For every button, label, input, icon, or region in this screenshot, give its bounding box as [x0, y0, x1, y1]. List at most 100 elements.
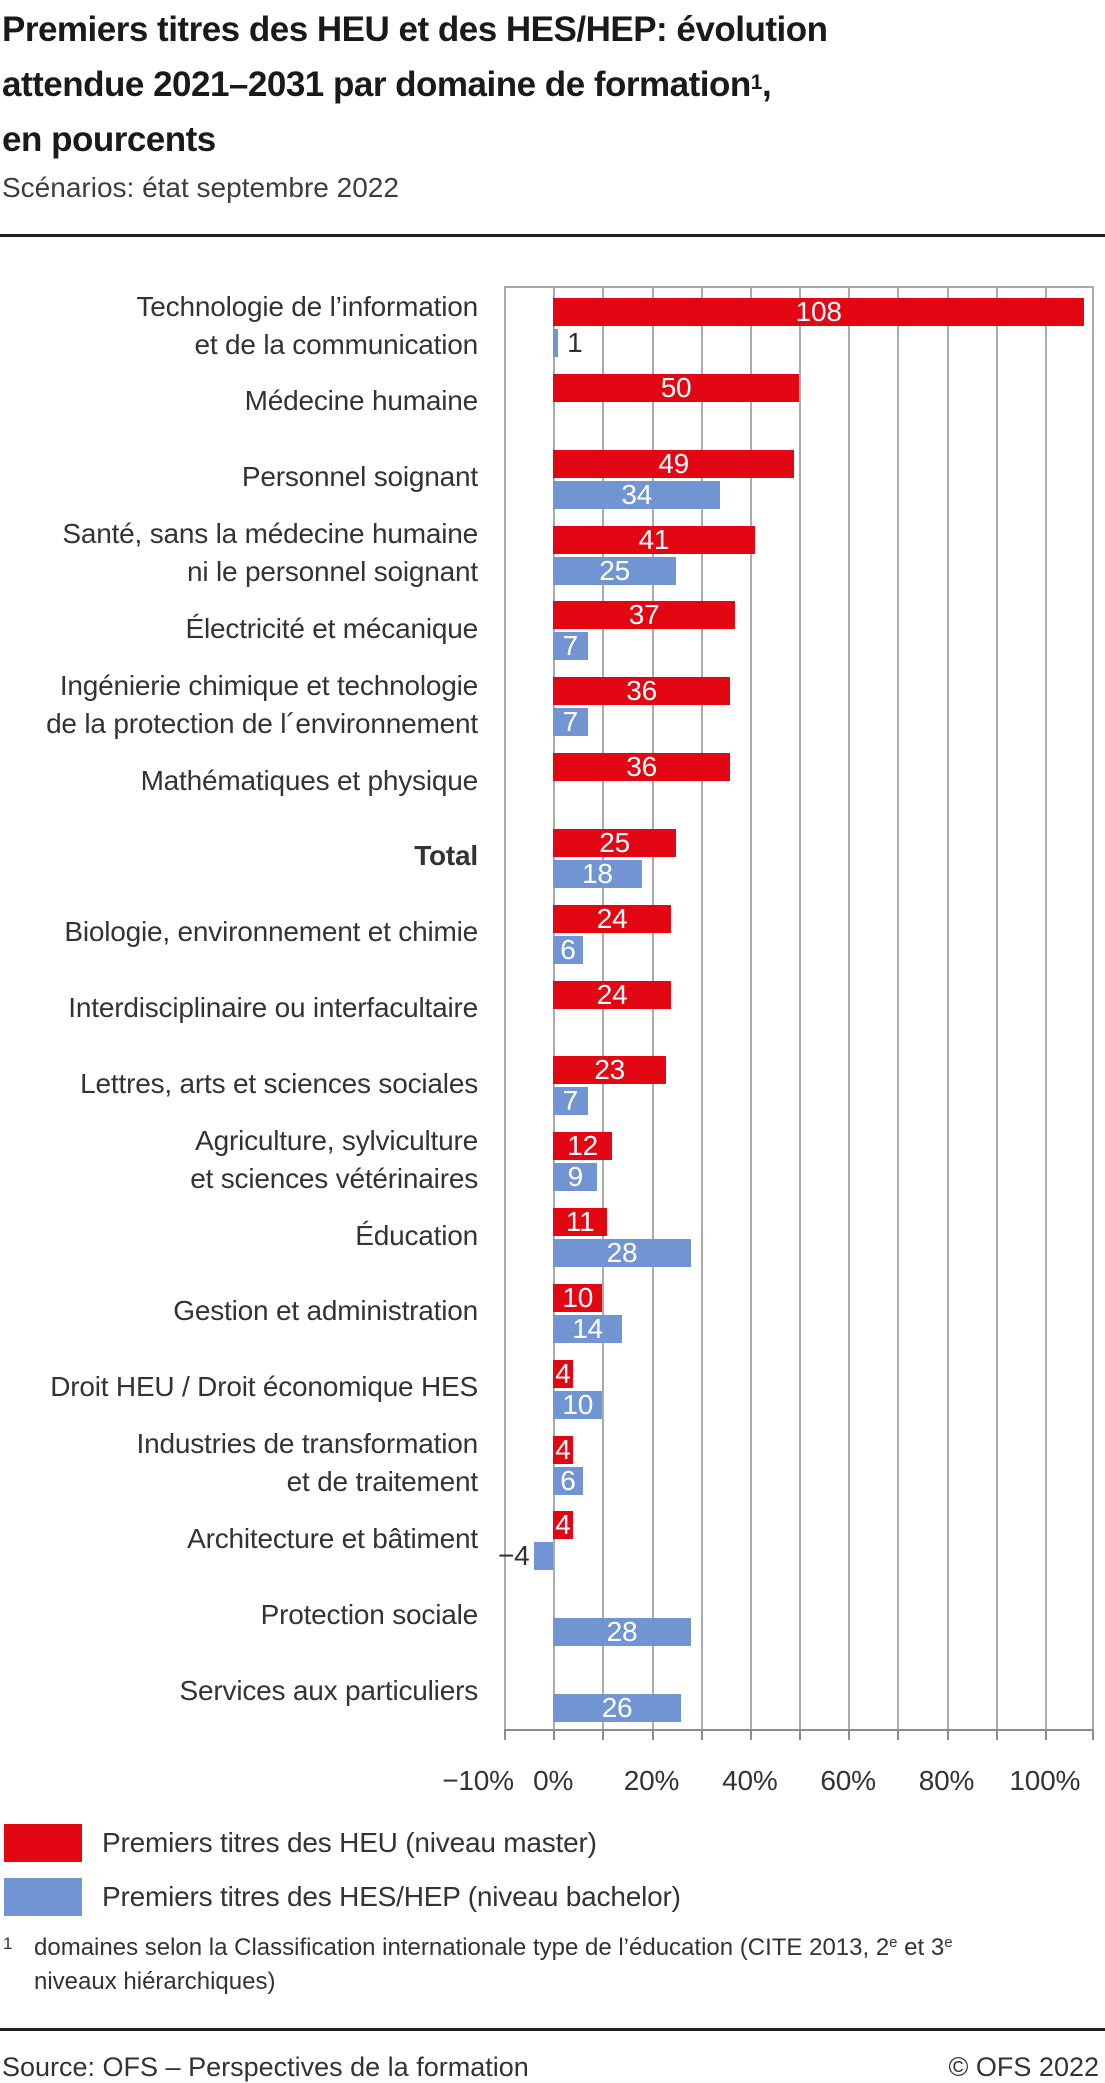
axis-tick	[799, 1731, 801, 1740]
bar-heu: 36	[553, 753, 731, 782]
category-label: Architecture et bâtiment	[187, 1522, 478, 1554]
legend-label-hes: Premiers titres des HES/HEP (niveau bach…	[102, 1881, 681, 1912]
axis-tick	[750, 1731, 752, 1740]
bar-value-label: −4	[497, 1540, 530, 1572]
axis-tick	[701, 1731, 703, 1740]
bar-heu: 4	[553, 1511, 573, 1540]
bar-hes: 26	[553, 1692, 681, 1724]
category-label: Lettres, arts et sciences sociales	[80, 1067, 478, 1099]
axis-tick	[602, 1731, 604, 1740]
bar-value-label: 49	[658, 447, 689, 479]
chart-title-line3: en pourcents	[2, 120, 216, 159]
axis-tick	[504, 1731, 506, 1740]
bar-hes: 7	[553, 630, 588, 662]
axis-tick	[897, 1731, 899, 1740]
bar-heu: 12	[553, 1130, 613, 1162]
bar-heu: 36	[553, 675, 731, 707]
legend-swatch-hes	[4, 1878, 82, 1916]
bar-value-label: 12	[567, 1130, 599, 1162]
bar-value-label: 28	[606, 1237, 638, 1269]
bar-value-label: 37	[628, 599, 660, 631]
gridline	[799, 288, 801, 1729]
bar-value-label: 25	[599, 554, 630, 586]
gridline	[897, 288, 899, 1729]
bar-hes: 14	[553, 1312, 622, 1344]
category-label: Technologie de l’information et de la com…	[136, 290, 478, 360]
bar-heu: 23	[553, 1054, 667, 1086]
bar-heu: 4	[553, 1435, 573, 1464]
category-label: Industries de transformation et de traite…	[136, 1428, 479, 1498]
footnote-line1: domaines selon la Classification interna…	[34, 1934, 953, 1961]
bar-value-label: 7	[562, 630, 579, 662]
gridline	[1045, 288, 1047, 1729]
bar-heu: 37	[553, 599, 736, 631]
bar-heu: 25	[553, 826, 677, 858]
gridline	[504, 288, 506, 1729]
title-footnote-marker: 1	[750, 71, 763, 94]
gridline	[996, 288, 998, 1729]
bar-heu: 49	[553, 447, 795, 479]
category-label: Personnel soignant	[241, 461, 478, 493]
category-label: Interdisciplinaire ou interfacultaire	[68, 992, 478, 1024]
category-label: Santé, sans la médecine humaine ni le per…	[62, 518, 478, 588]
bar-hes: 34	[553, 478, 721, 510]
bar-heu: 10	[553, 1281, 603, 1313]
legend-swatch-heu	[4, 1824, 82, 1862]
bar-value-label: 1	[567, 327, 583, 358]
category-label: Éducation	[355, 1219, 478, 1251]
bar-value-label: 11	[565, 1206, 595, 1238]
bar-hes	[553, 329, 559, 357]
axis-tick-label: 20%	[623, 1765, 680, 1796]
bar-value-label: 50	[660, 371, 692, 403]
gridline	[1092, 288, 1094, 1729]
bar-value-label: 26	[601, 1692, 633, 1724]
axis-tick	[1045, 1731, 1047, 1740]
bar-value-label: 108	[795, 296, 842, 327]
top-divider	[0, 234, 1105, 237]
chart-title: Premiers titres des HEU et des HES/HEP: …	[2, 2, 828, 167]
category-label: Protection sociale	[260, 1598, 479, 1630]
source-text: Source: OFS – Perspectives de la formati…	[2, 2052, 529, 2082]
bar-value-label: 28	[606, 1616, 638, 1648]
category-label: Agriculture, sylviculture et sciences vét…	[190, 1124, 478, 1194]
bar-hes: 10	[553, 1388, 603, 1420]
bar-value-label: 4	[555, 1357, 571, 1389]
bar-heu: 24	[553, 980, 672, 1009]
bar-hes: 7	[553, 706, 588, 738]
bar-hes: 28	[553, 1237, 691, 1269]
bar-value-label: 18	[582, 857, 613, 889]
category-label: Électricité et mécanique	[185, 612, 479, 644]
category-label: Total	[414, 840, 478, 872]
bar-value-label: 25	[599, 826, 630, 858]
gridline	[750, 288, 752, 1729]
legend-label-heu: Premiers titres des HEU (niveau master)	[102, 1827, 597, 1858]
bar-heu: 4	[553, 1357, 573, 1389]
axis-tick	[1092, 1731, 1094, 1740]
bar-heu: 50	[553, 371, 799, 403]
footnote: domaines selon la Classification interna…	[34, 1932, 953, 1997]
axis-tick	[996, 1731, 998, 1740]
bar-value-label: 10	[562, 1388, 594, 1420]
bar-value-label: 34	[621, 478, 653, 510]
chart-title-line2: attendue 2021–2031 par domaine de format…	[2, 65, 772, 104]
bar-hes: 6	[553, 1466, 583, 1495]
bar-value-label: 36	[626, 675, 658, 707]
axis-tick-label: 0%	[533, 1765, 574, 1796]
bar-value-label: 7	[562, 706, 579, 738]
category-label: Services aux particuliers	[179, 1674, 479, 1706]
bar-value-label: 10	[562, 1281, 594, 1313]
chart-subtitle: Scénarios: état septembre 2022	[2, 172, 399, 203]
axis-tick-label: 80%	[918, 1765, 975, 1796]
bar-value-label: 14	[572, 1312, 603, 1344]
bar-heu: 11	[553, 1206, 608, 1238]
bar-hes: 18	[553, 857, 642, 889]
axis-tick	[652, 1731, 654, 1740]
bar-heu: 41	[553, 525, 755, 554]
category-label: Ingénierie chimique et technologie de la …	[46, 669, 478, 739]
axis-tick-label: −10%	[442, 1765, 514, 1796]
bar-hes: 6	[553, 935, 583, 964]
bar-value-label: 9	[567, 1161, 584, 1193]
bar-value-label: 23	[594, 1054, 626, 1086]
gridline	[701, 288, 703, 1729]
